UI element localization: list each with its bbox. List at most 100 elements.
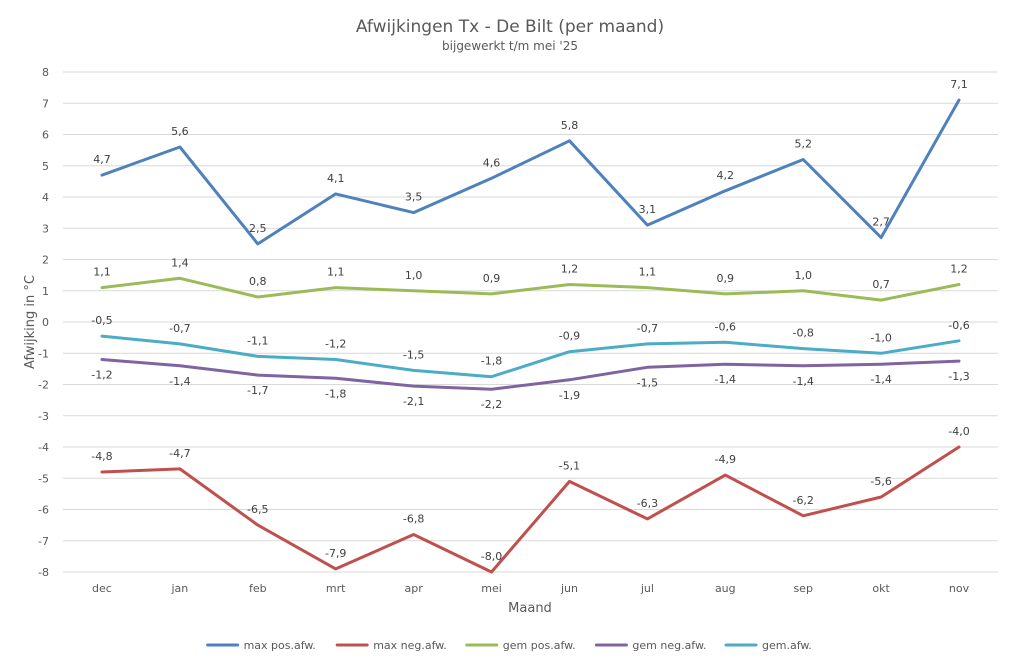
- data-label: -4,8: [91, 450, 112, 463]
- data-label: -4,0: [948, 425, 969, 438]
- x-tick-label: mrt: [326, 582, 346, 595]
- data-label: -1,5: [403, 348, 424, 361]
- legend: max pos.afw. max neg.afw. gem pos.afw. gem …: [206, 639, 812, 652]
- y-tick-label: -2: [38, 379, 49, 392]
- x-tick-label: dec: [92, 582, 112, 595]
- data-label: -6,3: [637, 497, 658, 510]
- data-label: 1,2: [561, 263, 579, 276]
- y-tick-label: -3: [38, 410, 49, 423]
- y-axis-title: Afwijking in °C: [23, 275, 38, 369]
- data-label: -6,8: [403, 513, 424, 526]
- data-label: 7,1: [950, 78, 968, 91]
- series-line: [100, 358, 961, 391]
- series-lines: [100, 98, 961, 574]
- y-tick-label: -8: [38, 566, 49, 579]
- data-label: -1,3: [948, 370, 969, 383]
- x-tick-label: feb: [249, 582, 267, 595]
- data-label: 5,8: [561, 119, 579, 132]
- data-label: -0,6: [715, 320, 736, 333]
- data-label: 0,8: [249, 275, 267, 288]
- data-label: -0,7: [169, 322, 190, 335]
- legend-label: gem pos.afw.: [503, 639, 576, 652]
- legend-label: max pos.afw.: [244, 639, 316, 652]
- data-label: -2,1: [403, 395, 424, 408]
- y-tick-label: 7: [42, 97, 49, 110]
- data-label: -0,5: [91, 314, 112, 327]
- y-tick-label: -7: [38, 535, 49, 548]
- data-label: 0,7: [872, 278, 890, 291]
- legend-label: gem.afw.: [762, 639, 812, 652]
- y-axis-ticks: 8 7 6 5 4 3 2 1 0 -1 -2 -3 -4 -5 -6 -7 -8: [38, 66, 49, 579]
- data-label: -8,0: [481, 550, 502, 563]
- y-tick-label: 1: [42, 285, 49, 298]
- data-label: -2,2: [481, 398, 502, 411]
- data-label: 3,5: [405, 191, 423, 204]
- data-label: -5,6: [870, 475, 891, 488]
- data-label: -1,2: [91, 369, 112, 382]
- data-label: -1,1: [247, 334, 268, 347]
- data-label: -1,8: [325, 387, 346, 400]
- data-label: -4,7: [169, 447, 190, 460]
- x-tick-label: jun: [560, 582, 578, 595]
- series-line: [100, 334, 961, 379]
- data-label: -7,9: [325, 547, 346, 560]
- x-tick-label: okt: [872, 582, 890, 595]
- data-label: 2,7: [872, 216, 890, 229]
- data-label: -1,7: [247, 384, 268, 397]
- data-label: -1,4: [169, 375, 190, 388]
- y-tick-label: 0: [42, 316, 49, 329]
- x-tick-label: sep: [793, 582, 812, 595]
- x-tick-label: aug: [715, 582, 736, 595]
- data-label: 1,1: [93, 266, 111, 279]
- data-label: -0,8: [792, 327, 813, 340]
- data-label: 4,7: [93, 153, 111, 166]
- data-label: -1,4: [715, 373, 736, 386]
- data-label: -1,4: [792, 375, 813, 388]
- data-label: 0,9: [483, 272, 501, 285]
- y-tick-label: -5: [38, 472, 49, 485]
- legend-label: gem neg.afw.: [632, 639, 706, 652]
- x-tick-label: mei: [481, 582, 502, 595]
- y-tick-label: 6: [42, 129, 49, 142]
- data-label: -1,4: [870, 373, 891, 386]
- y-tick-label: -1: [38, 347, 49, 360]
- x-axis-title: Maand: [508, 601, 552, 616]
- series-line: [100, 445, 961, 574]
- data-label: -5,1: [559, 459, 580, 472]
- data-label: -0,6: [948, 319, 969, 332]
- y-tick-label: 5: [42, 160, 49, 173]
- data-label: 4,2: [717, 169, 735, 182]
- chart-title: Afwijkingen Tx - De Bilt (per maand): [356, 17, 664, 37]
- data-label: 4,1: [327, 172, 345, 185]
- data-label: 1,1: [327, 266, 345, 279]
- data-label: 3,1: [639, 203, 657, 216]
- legend-label: max neg.afw.: [373, 639, 447, 652]
- chart-subtitle: bijgewerkt t/m mei '25: [442, 39, 578, 53]
- data-label: -0,9: [559, 330, 580, 343]
- data-label: 1,0: [794, 269, 812, 282]
- data-label: -4,9: [715, 453, 736, 466]
- x-tick-label: jul: [640, 582, 654, 595]
- data-label: -1,5: [637, 376, 658, 389]
- series-line: [100, 98, 961, 246]
- y-tick-label: -6: [38, 504, 49, 517]
- data-label: 1,4: [171, 256, 189, 269]
- data-label: 1,1: [639, 266, 657, 279]
- data-labels: 4,7 5,6 2,5 4,1 3,5 4,6 5,8 3,1 4,2 5,2 2,7 7,1 -4,8…: [91, 78, 970, 563]
- x-tick-label: jan: [170, 582, 188, 595]
- data-label: -1,9: [559, 389, 580, 402]
- data-label: 1,2: [950, 263, 968, 276]
- data-label: -0,7: [637, 322, 658, 335]
- data-label: -1,2: [325, 338, 346, 351]
- data-label: -6,5: [247, 503, 268, 516]
- x-axis-ticks: dec jan feb mrt apr mei jun jul aug sep okt nov: [92, 582, 970, 595]
- data-label: 5,6: [171, 125, 189, 138]
- y-tick-label: 2: [42, 254, 49, 267]
- gridlines: [63, 71, 998, 573]
- data-label: 2,5: [249, 222, 267, 235]
- data-label: 0,9: [717, 272, 735, 285]
- series-line: [100, 276, 961, 302]
- y-tick-label: 3: [42, 222, 49, 235]
- y-tick-label: -4: [38, 441, 49, 454]
